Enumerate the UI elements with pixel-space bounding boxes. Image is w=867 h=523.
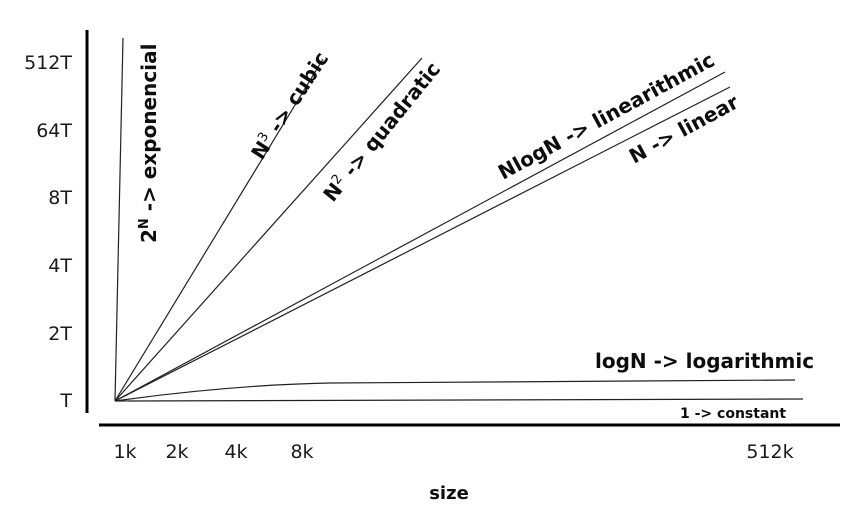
line-linearithmic (114, 71, 726, 402)
line-quadratic (114, 57, 423, 402)
line-cubic (114, 58, 324, 402)
label-logarithmic: logN -> logarithmic (595, 349, 814, 373)
y-tick-64T: 64T (36, 120, 72, 142)
y-tick-T: T (59, 390, 72, 412)
x-axis-title: size (429, 483, 469, 504)
label-quadratic: N2 -> quadratic (318, 57, 445, 206)
x-tick-512k: 512k (746, 441, 793, 463)
y-tick-8T: 8T (48, 187, 72, 209)
line-logarithmic (114, 379, 796, 402)
y-tick-2T: 2T (48, 323, 72, 345)
label-constant: 1 -> constant (680, 406, 786, 422)
y-tick-512T: 512T (24, 52, 72, 74)
line-linear (114, 86, 731, 402)
y-tick-4T: 4T (48, 255, 72, 277)
label-exponential: 2N -> exponencial (137, 44, 161, 243)
x-tick-1k: 1k (113, 441, 136, 463)
line-exponential (114, 37, 124, 402)
label-cubic: N3 -> cubic (246, 47, 333, 163)
x-tick-4k: 4k (224, 441, 247, 463)
line-constant (114, 398, 804, 402)
x-tick-8k: 8k (290, 441, 313, 463)
x-tick-2k: 2k (165, 441, 188, 463)
